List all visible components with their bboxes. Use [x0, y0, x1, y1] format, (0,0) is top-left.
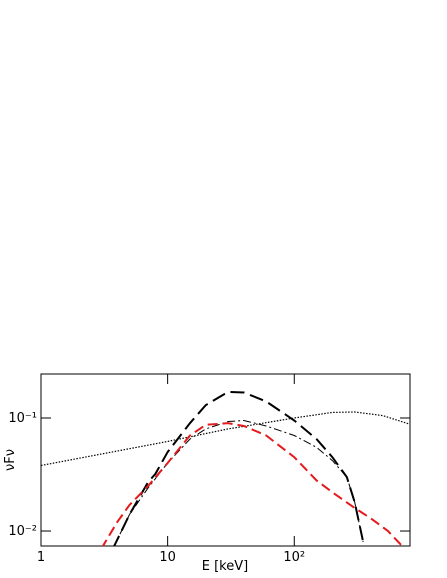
series-line: [113, 420, 364, 546]
x-tick-label: 1: [37, 550, 45, 565]
y-axis-label: νFν: [3, 449, 18, 471]
y-tick-label: 10⁻¹: [8, 411, 37, 426]
series-line: [101, 422, 403, 546]
plot-lines: [41, 390, 410, 546]
plot-frame: [40, 373, 411, 547]
x-tick-label: 10: [159, 550, 176, 565]
series-line: [41, 411, 410, 467]
x-tick-label: 10²: [283, 550, 305, 565]
x-axis-label: E [keV]: [202, 559, 248, 574]
series-line: [113, 390, 365, 546]
y-tick-label: 10⁻²: [8, 524, 37, 539]
